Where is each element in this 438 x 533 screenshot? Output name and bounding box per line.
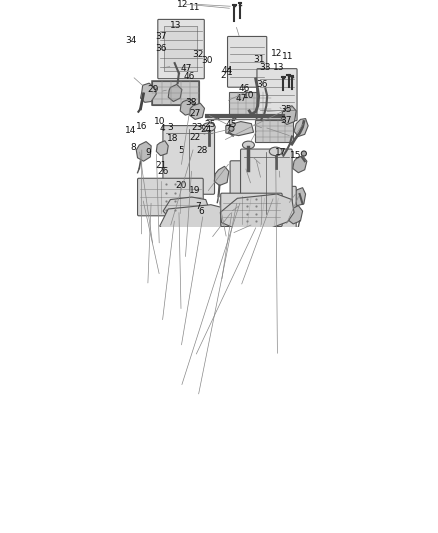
FancyBboxPatch shape — [257, 69, 297, 120]
Text: 11: 11 — [283, 52, 294, 61]
Text: 37: 37 — [280, 116, 292, 125]
Polygon shape — [251, 219, 266, 237]
Text: 13: 13 — [170, 20, 181, 29]
Polygon shape — [168, 84, 182, 101]
Bar — [229, 92, 271, 114]
Text: 11: 11 — [189, 3, 201, 12]
Text: 1: 1 — [227, 68, 233, 77]
Text: 9: 9 — [145, 148, 151, 157]
Text: 29: 29 — [148, 85, 159, 94]
Text: 25: 25 — [205, 120, 216, 129]
Ellipse shape — [243, 141, 254, 149]
Text: 45: 45 — [226, 120, 237, 129]
Ellipse shape — [202, 123, 215, 131]
Circle shape — [232, 115, 237, 119]
FancyBboxPatch shape — [240, 149, 292, 217]
Text: 12: 12 — [271, 49, 282, 58]
Text: 37: 37 — [155, 32, 166, 41]
Text: 10: 10 — [154, 117, 166, 126]
Text: 46: 46 — [184, 72, 195, 82]
Text: 12: 12 — [177, 0, 188, 9]
Polygon shape — [180, 99, 195, 115]
FancyBboxPatch shape — [227, 36, 267, 87]
Circle shape — [215, 115, 219, 119]
Bar — [152, 80, 199, 106]
Text: 2: 2 — [220, 70, 226, 79]
Polygon shape — [288, 206, 303, 224]
Text: 7: 7 — [195, 202, 201, 211]
Text: 14: 14 — [125, 126, 137, 135]
Circle shape — [256, 115, 260, 119]
Circle shape — [301, 151, 307, 156]
Polygon shape — [141, 83, 156, 102]
FancyBboxPatch shape — [263, 187, 296, 229]
Text: 46: 46 — [239, 84, 250, 93]
Text: 6: 6 — [198, 207, 204, 216]
Text: 30: 30 — [201, 56, 212, 66]
Text: 35: 35 — [280, 104, 292, 114]
Ellipse shape — [269, 147, 282, 156]
Text: 3: 3 — [167, 123, 173, 132]
Polygon shape — [156, 141, 168, 156]
Text: 27: 27 — [189, 109, 201, 118]
FancyBboxPatch shape — [221, 193, 282, 227]
FancyBboxPatch shape — [158, 19, 204, 79]
Text: 13: 13 — [272, 63, 284, 72]
Text: 26: 26 — [157, 167, 168, 176]
Polygon shape — [136, 142, 151, 161]
Text: 24: 24 — [201, 125, 212, 134]
Text: 17: 17 — [275, 148, 286, 157]
Text: 36: 36 — [155, 44, 167, 53]
Polygon shape — [220, 194, 294, 229]
Text: 18: 18 — [167, 134, 178, 143]
Text: 33: 33 — [259, 63, 271, 72]
Text: 28: 28 — [196, 146, 208, 155]
Polygon shape — [281, 106, 296, 125]
Polygon shape — [163, 197, 209, 221]
Text: 32: 32 — [192, 50, 204, 59]
Text: 38: 38 — [186, 98, 197, 107]
Polygon shape — [294, 118, 308, 136]
Text: 20: 20 — [176, 181, 187, 190]
Polygon shape — [274, 199, 289, 216]
Circle shape — [229, 126, 234, 131]
Polygon shape — [293, 156, 307, 173]
Text: 31: 31 — [254, 55, 265, 64]
Ellipse shape — [270, 156, 282, 164]
Polygon shape — [214, 166, 229, 185]
Text: 4: 4 — [160, 124, 166, 133]
Text: 8: 8 — [130, 143, 136, 152]
Text: 44: 44 — [222, 67, 233, 76]
Text: 21: 21 — [156, 161, 167, 171]
Text: 5: 5 — [178, 146, 184, 155]
FancyBboxPatch shape — [138, 178, 203, 216]
Text: 47: 47 — [235, 94, 247, 103]
Text: 19: 19 — [189, 185, 201, 195]
Bar — [255, 120, 293, 142]
Text: 36: 36 — [256, 80, 267, 89]
Text: 22: 22 — [190, 133, 201, 142]
Polygon shape — [190, 103, 205, 119]
Text: 23: 23 — [191, 123, 203, 132]
Text: 47: 47 — [180, 64, 191, 73]
Polygon shape — [226, 122, 254, 135]
FancyBboxPatch shape — [163, 126, 215, 194]
Text: 15: 15 — [290, 150, 301, 159]
Text: 10: 10 — [243, 92, 254, 100]
Polygon shape — [237, 208, 253, 227]
Bar — [152, 80, 199, 106]
FancyBboxPatch shape — [164, 27, 198, 71]
FancyBboxPatch shape — [230, 161, 269, 208]
Circle shape — [271, 115, 275, 119]
Polygon shape — [160, 205, 233, 236]
Polygon shape — [293, 188, 306, 206]
Text: 16: 16 — [136, 122, 147, 131]
Polygon shape — [254, 156, 265, 169]
Text: 34: 34 — [125, 36, 137, 45]
